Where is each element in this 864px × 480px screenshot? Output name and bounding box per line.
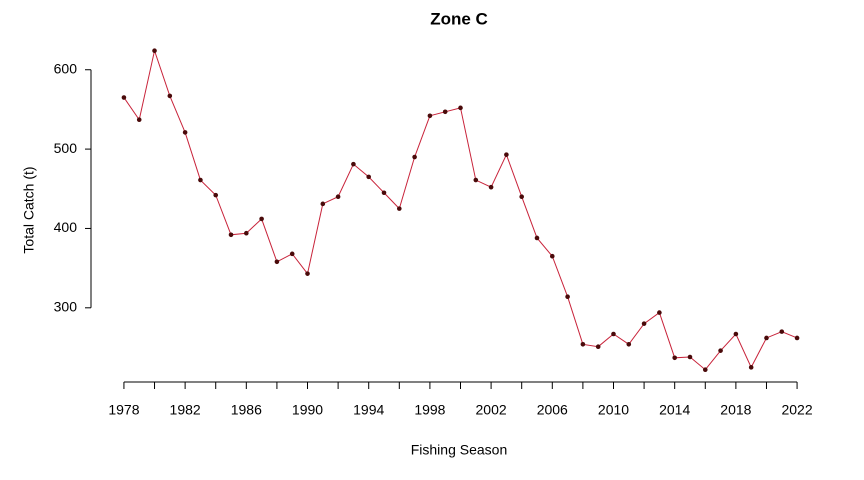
data-point — [244, 230, 249, 236]
x-tick-label: 1986 — [231, 402, 262, 418]
data-point — [427, 113, 433, 119]
x-tick-label: 1978 — [108, 402, 139, 418]
data-point — [718, 348, 723, 353]
x-tick-label: 2002 — [476, 402, 507, 418]
data-point — [458, 105, 463, 111]
data-point — [121, 95, 127, 100]
data-point — [228, 232, 234, 238]
x-tick-label: 2018 — [720, 402, 751, 418]
data-point — [733, 331, 739, 337]
data-line — [123, 48, 798, 371]
data-point — [504, 152, 509, 157]
data-point — [412, 154, 417, 160]
data-point — [305, 271, 310, 276]
x-tick-label: 1998 — [414, 402, 445, 418]
data-point — [748, 365, 754, 370]
y-tick-label: 600 — [54, 60, 78, 76]
data-point — [565, 294, 570, 299]
x-tick-label: 2006 — [537, 402, 568, 418]
data-point — [381, 190, 387, 196]
data-point — [488, 184, 494, 190]
data-point — [580, 342, 586, 347]
y-axis-label: Total Catch (t) — [21, 166, 37, 253]
x-tick-label: 1982 — [170, 402, 201, 418]
y-tick-label: 500 — [54, 140, 78, 156]
data-point — [442, 109, 448, 115]
data-point — [366, 174, 372, 180]
data-point — [779, 329, 785, 334]
data-point — [198, 177, 203, 183]
data-point — [259, 216, 264, 222]
x-axis-label: Fishing Season — [411, 442, 508, 458]
data-point — [167, 93, 173, 99]
y-tick-label: 300 — [54, 299, 78, 315]
x-tick-label: 1990 — [292, 402, 323, 418]
data-point — [794, 335, 800, 341]
data-point — [641, 321, 647, 326]
x-tick-label: 2010 — [598, 402, 629, 418]
data-point — [611, 331, 616, 337]
data-point — [687, 354, 693, 360]
data-point — [764, 335, 769, 341]
data-point — [534, 235, 540, 241]
data-point — [519, 194, 524, 200]
data-point — [335, 194, 341, 200]
data-point — [152, 48, 157, 53]
data-point — [672, 355, 677, 361]
x-tick-label: 2022 — [781, 402, 812, 418]
data-point — [274, 259, 280, 265]
data-point — [213, 192, 219, 198]
x-tick-label: 2014 — [659, 402, 690, 418]
data-point — [397, 206, 402, 211]
x-tick-label: 1994 — [353, 402, 384, 418]
data-point — [595, 344, 601, 349]
data-point — [549, 253, 555, 259]
chart-title: Zone C — [430, 9, 488, 28]
data-point — [320, 201, 326, 207]
data-point — [182, 130, 188, 135]
data-point — [136, 117, 142, 123]
data-point — [657, 310, 662, 315]
data-point — [473, 177, 479, 183]
data-point — [702, 367, 708, 373]
y-tick-label: 400 — [54, 219, 78, 235]
data-point — [351, 161, 356, 167]
data-point — [626, 342, 632, 347]
data-point — [289, 251, 295, 257]
